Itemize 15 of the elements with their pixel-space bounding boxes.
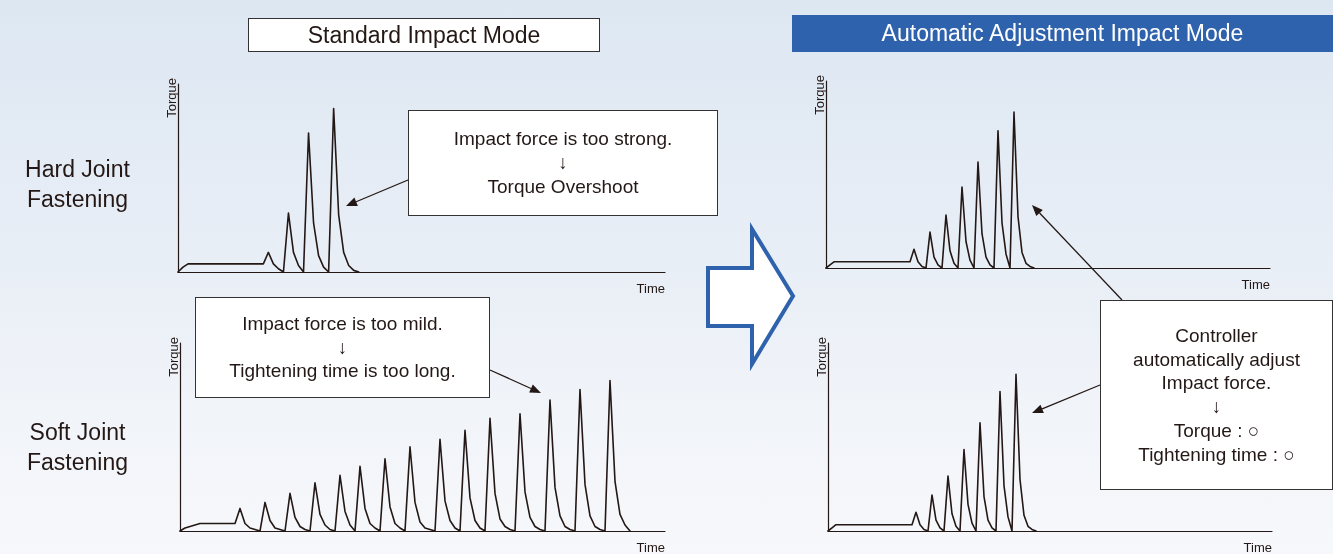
y-axis-title: Torque: [812, 75, 827, 115]
x-axis-title: Time: [636, 281, 665, 296]
y-axis-title: Torque: [166, 337, 181, 377]
text: Hard Joint Fastening: [24, 155, 131, 214]
chart-title: Automatic Adjustment Impact Mode: [792, 15, 1333, 52]
annotation: Impact force is too mild. ↓ Tightening time is too long.: [195, 297, 490, 398]
chart-title: Standard Impact Mode: [248, 18, 600, 52]
y-axis-title: Torque: [164, 78, 179, 118]
annotation: Impact force is too strong. ↓ Torque Overshoot: [408, 110, 718, 216]
x-axis-title: Time: [636, 540, 665, 554]
text: Soft Joint Fastening: [26, 418, 129, 477]
y-axis-title: Torque: [814, 337, 829, 377]
x-axis-title: Time: [1241, 277, 1270, 292]
annotation: Controller automatically adjust Impact force. ↓ Torque : ○ Tightening time : ○: [1100, 300, 1333, 490]
x-axis-title: Time: [1243, 540, 1272, 554]
